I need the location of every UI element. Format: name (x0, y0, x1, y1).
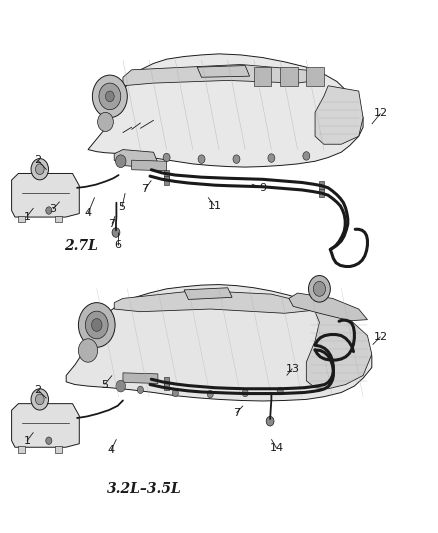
Text: 3: 3 (49, 204, 57, 214)
Text: 12: 12 (374, 108, 388, 118)
Circle shape (207, 390, 213, 398)
Text: 13: 13 (285, 364, 299, 374)
Bar (306, 67, 324, 86)
Text: 1: 1 (23, 212, 30, 222)
Circle shape (99, 83, 121, 110)
Circle shape (138, 386, 144, 393)
Polygon shape (289, 293, 367, 321)
Polygon shape (12, 403, 79, 447)
Polygon shape (184, 288, 232, 300)
Polygon shape (123, 373, 158, 383)
Circle shape (46, 207, 52, 214)
Circle shape (85, 311, 108, 339)
Text: 12: 12 (374, 332, 388, 342)
Text: 4: 4 (108, 445, 115, 455)
Text: 2.7L: 2.7L (64, 239, 99, 253)
Text: 6: 6 (114, 240, 121, 250)
Polygon shape (197, 66, 250, 77)
Circle shape (313, 281, 325, 296)
Bar (319, 181, 324, 190)
Circle shape (266, 416, 274, 426)
Circle shape (163, 154, 170, 162)
Text: 7: 7 (109, 219, 116, 229)
Circle shape (233, 155, 240, 164)
Text: 9: 9 (259, 183, 266, 193)
Text: 3.2L–3.5L: 3.2L–3.5L (107, 482, 182, 496)
Text: 14: 14 (269, 443, 284, 453)
Polygon shape (114, 290, 315, 313)
Circle shape (92, 75, 127, 118)
Bar (280, 67, 297, 86)
Circle shape (242, 389, 248, 397)
Polygon shape (114, 150, 158, 168)
Polygon shape (315, 86, 363, 144)
Bar (18, 446, 25, 453)
Circle shape (92, 319, 102, 332)
Circle shape (308, 276, 330, 302)
Circle shape (106, 91, 114, 102)
Text: 7: 7 (233, 408, 240, 418)
Circle shape (78, 303, 115, 348)
Circle shape (116, 155, 126, 167)
Bar (164, 376, 169, 385)
Bar (319, 189, 324, 197)
Bar (164, 169, 169, 178)
Text: 5: 5 (101, 379, 108, 390)
Bar (254, 67, 272, 86)
Text: 2: 2 (34, 385, 41, 395)
Text: 5: 5 (119, 202, 126, 212)
Circle shape (303, 152, 310, 160)
Circle shape (35, 164, 44, 174)
Circle shape (277, 387, 283, 394)
Text: 7: 7 (141, 184, 148, 195)
Circle shape (35, 394, 44, 405)
Circle shape (78, 339, 98, 362)
Polygon shape (88, 54, 363, 167)
Bar (18, 216, 25, 222)
Polygon shape (123, 64, 324, 86)
Circle shape (112, 228, 120, 237)
Bar (56, 216, 63, 222)
Polygon shape (66, 285, 372, 401)
Circle shape (198, 155, 205, 164)
Circle shape (128, 151, 135, 159)
Circle shape (98, 112, 113, 132)
Polygon shape (132, 160, 166, 171)
Bar (56, 446, 63, 453)
Circle shape (31, 159, 49, 180)
Polygon shape (306, 312, 372, 389)
Circle shape (46, 437, 52, 445)
Text: 11: 11 (208, 201, 222, 211)
Text: 1: 1 (23, 436, 30, 446)
Circle shape (116, 380, 126, 392)
Bar (164, 176, 169, 184)
Text: 4: 4 (85, 208, 92, 219)
Polygon shape (12, 173, 79, 217)
Bar (164, 382, 169, 390)
Circle shape (31, 389, 49, 410)
Circle shape (172, 389, 178, 397)
Circle shape (268, 154, 275, 163)
Text: 2: 2 (34, 155, 41, 165)
